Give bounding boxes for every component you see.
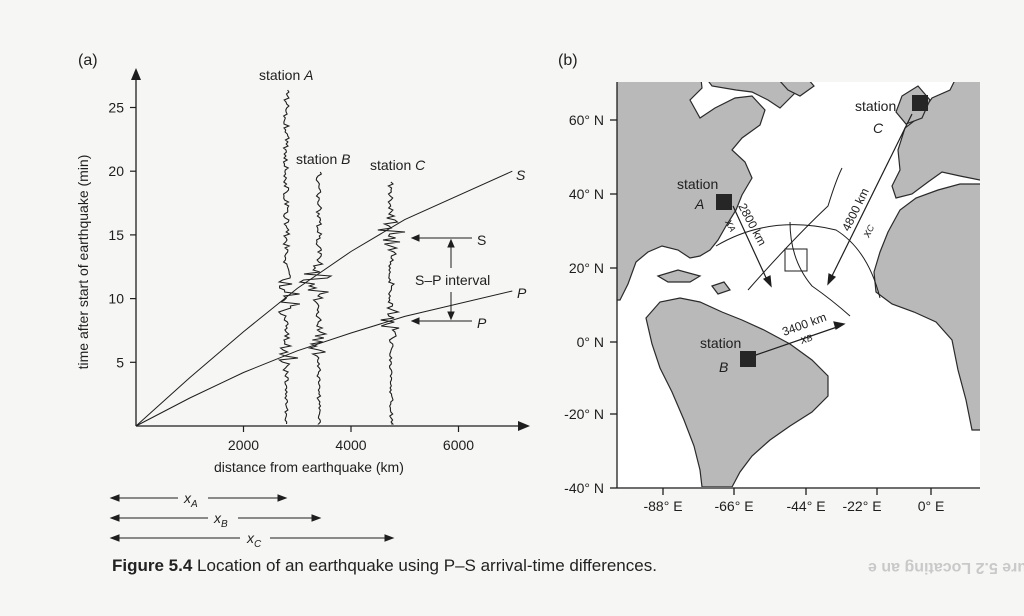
map-axes xyxy=(610,82,980,495)
x-axis-label: distance from earthquake (km) xyxy=(214,459,404,475)
europe xyxy=(891,82,980,199)
curve-s xyxy=(135,170,513,427)
station-c-label: station C xyxy=(370,157,426,173)
y-tick-label: 20 xyxy=(108,163,124,179)
lat-label: 60° N xyxy=(569,112,604,128)
lon-label: -66° E xyxy=(714,498,753,514)
station-b-label: station B xyxy=(296,151,350,167)
arc-a xyxy=(715,224,881,299)
lat-label: 40° N xyxy=(569,186,604,202)
s-curve-label: S xyxy=(516,167,526,183)
p-curve-label: P xyxy=(517,285,527,301)
s-arrival-label: S xyxy=(477,232,486,248)
lon-label: 0° E xyxy=(918,498,945,514)
arc-c xyxy=(789,221,851,317)
x-tick-label: 6000 xyxy=(443,437,474,453)
distance-label-b: xB xyxy=(213,510,228,530)
longitude-labels: -88° E -66° E -44° E -22° E 0° E xyxy=(643,498,944,514)
distance-vectors xyxy=(732,113,913,357)
travel-time-curves xyxy=(135,170,513,427)
y-axis-label: time after start of earthquake (min) xyxy=(75,155,91,370)
map-station-c-letter: C xyxy=(873,120,884,136)
sp-interval-label: S–P interval xyxy=(415,272,490,288)
panel-b-label: (b) xyxy=(558,52,578,69)
travel-time-chart: 5 10 15 20 25 2000 4000 6000 distance from eart… xyxy=(75,67,530,550)
seismogram-station-b xyxy=(298,171,333,425)
lat-label: -40° N xyxy=(564,480,604,496)
panel-a-label: (a) xyxy=(78,52,98,69)
x-tick-label: 2000 xyxy=(228,437,259,453)
map-station-a-label: station xyxy=(677,176,718,192)
distance-label-c: xC xyxy=(246,530,262,550)
y-axis-arrowhead xyxy=(131,68,141,80)
y-tick-label: 25 xyxy=(108,100,124,116)
cuba xyxy=(656,269,702,283)
chart-axes: 5 10 15 20 25 2000 4000 6000 xyxy=(108,68,530,453)
map-station-b-label: station xyxy=(700,335,741,351)
distance-label-a: xA xyxy=(183,490,198,510)
seismograms xyxy=(277,89,406,425)
caption-text: Location of an earthquake using P–S arri… xyxy=(197,556,657,575)
y-tick-label: 5 xyxy=(116,354,124,370)
lat-label: 0° N xyxy=(577,334,604,350)
station-map: 60° N 40° N 20° N 0° N -20° N -40° N -88… xyxy=(564,82,980,514)
arrowhead xyxy=(410,234,420,242)
lon-label: -44° E xyxy=(786,498,825,514)
station-a-label: station A xyxy=(259,67,313,83)
distance-arcs xyxy=(715,167,881,317)
africa xyxy=(873,183,980,431)
p-arrival-label: P xyxy=(477,315,487,331)
y-tick-label: 10 xyxy=(108,291,124,307)
bleed-through-text: Figure 5.2 Locating an e xyxy=(868,559,1024,576)
y-tick-label: 15 xyxy=(108,227,124,243)
arctic-island xyxy=(779,82,815,97)
epicenter-box xyxy=(784,248,808,272)
station-b-marker xyxy=(740,351,756,367)
curve-p xyxy=(135,290,513,427)
figure-number: Figure 5.4 xyxy=(112,556,193,575)
latitude-labels: 60° N 40° N 20° N 0° N -20° N -40° N xyxy=(564,112,604,496)
figure-caption: Figure 5.4 Location of an earthquake usi… xyxy=(112,556,657,576)
x-tick-label: 4000 xyxy=(335,437,366,453)
map-station-a-letter: A xyxy=(694,196,704,212)
lat-label: -20° N xyxy=(564,406,604,422)
arc-b xyxy=(747,167,843,291)
seismogram-station-c xyxy=(377,181,406,425)
station-c-marker xyxy=(912,95,928,111)
hispaniola xyxy=(711,281,731,295)
x-axis-arrowhead xyxy=(518,421,530,431)
lat-label: 20° N xyxy=(569,260,604,276)
station-a-marker xyxy=(716,194,732,210)
greenland xyxy=(708,82,797,109)
arrowhead xyxy=(410,317,420,325)
seismogram-station-a xyxy=(277,89,301,425)
map-station-b-letter: B xyxy=(719,359,728,375)
north-america xyxy=(617,82,766,301)
lon-label: -88° E xyxy=(643,498,682,514)
map-station-c-label: station xyxy=(855,98,896,114)
sp-interval-annotation xyxy=(410,234,472,325)
lon-label: -22° E xyxy=(842,498,881,514)
